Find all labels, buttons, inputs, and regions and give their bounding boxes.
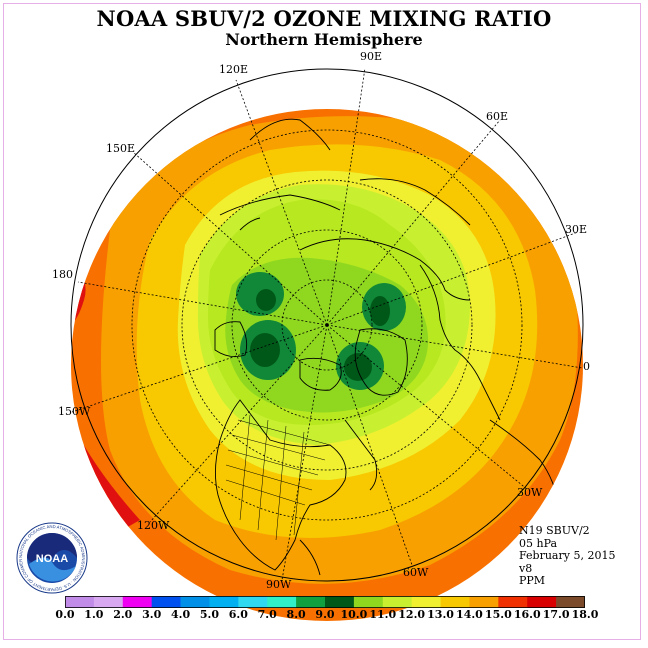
colorbar-tick-label: 15.0 xyxy=(484,608,512,621)
coastlines xyxy=(214,118,561,576)
logo-text: NOAA xyxy=(36,553,68,565)
date-label: February 5, 2015 xyxy=(519,549,616,562)
lon-label-150e: 150E xyxy=(106,142,136,155)
colorbar-tick-label: 10.0 xyxy=(340,608,368,621)
colorbar-swatch xyxy=(65,596,95,608)
lon-label-60e: 60E xyxy=(486,110,509,123)
colorbar-tick-label: 8.0 xyxy=(286,608,306,621)
map-subtitle: Northern Hemisphere xyxy=(225,30,423,49)
colorbar-border xyxy=(65,596,585,608)
colorbar-swatch xyxy=(209,596,239,608)
colorbar-tick-label: 18.0 xyxy=(571,608,599,621)
colorbar-swatch xyxy=(498,596,528,608)
core-b xyxy=(370,296,390,326)
lon-label-150w: 150W xyxy=(58,405,91,418)
colorbar-swatch xyxy=(556,596,585,608)
colorbar-tick-label: 3.0 xyxy=(142,608,162,621)
lon-label-90w: 90W xyxy=(266,578,292,591)
units-label: PPM xyxy=(519,574,546,587)
lon-label-180: 180 xyxy=(52,268,73,281)
core-d xyxy=(344,353,372,381)
colorbar-tick-label: 6.0 xyxy=(228,608,248,621)
lon-label-120w: 120W xyxy=(137,519,170,532)
colorbar-swatch xyxy=(382,596,412,608)
colorbar-swatch xyxy=(469,596,499,608)
core-c xyxy=(250,333,280,367)
lon-label-30w: 30W xyxy=(517,486,543,499)
colorbar-swatch xyxy=(527,596,557,608)
colorbar-swatch xyxy=(93,596,124,608)
colorbar-tick-label: 4.0 xyxy=(170,608,191,621)
lon-label-90e: 90E xyxy=(360,50,383,63)
core-a xyxy=(256,289,276,311)
lon-label-120e: 120E xyxy=(219,63,249,76)
colorbar-tick-label: 13.0 xyxy=(427,608,454,621)
noaa-logo: NOAA NATIONAL OCEANIC AND ATMOSPHERIC AD… xyxy=(16,522,88,594)
colorbar-tick-label: 16.0 xyxy=(513,608,541,621)
lon-label-30e: 30E xyxy=(565,223,588,236)
colorbar-tick-label: 14.0 xyxy=(456,608,483,621)
version-label: v8 xyxy=(519,561,533,575)
colorbar-tick-label: 7.0 xyxy=(257,608,277,621)
figure-frame xyxy=(3,3,641,640)
colorbar-tick-label: 12.0 xyxy=(398,608,426,621)
instrument-label: N19 SBUV/2 xyxy=(519,524,590,537)
colorbar-swatch xyxy=(180,596,210,608)
colorbar-tick-label: 11.0 xyxy=(369,608,397,621)
lon-label-60w: 60W xyxy=(403,566,429,579)
colorbar-ticks: 0.0 1.0 2.0 3.0 4.0 5.0 6.0 7.0 8.0 9.0 10.0 11.0 12… xyxy=(0,608,648,622)
graticule xyxy=(71,67,583,581)
colorbar-swatch xyxy=(122,596,152,608)
colorbar-swatch xyxy=(411,596,441,608)
colorbar-swatch xyxy=(353,596,384,608)
colorbar-tick-label: 1.0 xyxy=(84,608,104,621)
colorbar xyxy=(65,596,585,608)
colorbar-tick-label: 5.0 xyxy=(199,608,220,621)
colorbar-swatch xyxy=(325,596,355,608)
pressure-level-label: 05 hPa xyxy=(519,536,558,550)
map-title: NOAA SBUV/2 OZONE MIXING RATIO xyxy=(96,6,552,31)
colorbar-tick-label: 9.0 xyxy=(315,608,335,621)
lon-label-0: 0 xyxy=(583,360,590,373)
colorbar-tick-label: 0.0 xyxy=(55,608,75,621)
colorbar-tick-label: 2.0 xyxy=(113,608,133,621)
colorbar-swatch xyxy=(267,596,297,608)
colorbar-tick-label: 17.0 xyxy=(542,608,570,621)
colorbar-swatch xyxy=(440,596,470,608)
colorbar-swatch xyxy=(238,596,268,608)
map-boundary xyxy=(70,68,584,582)
colorbar-swatch xyxy=(296,596,326,608)
info-block: N19 SBUV/2 05 hPa February 5, 2015 v8 PP… xyxy=(519,524,616,588)
colorbar-swatch xyxy=(151,596,181,608)
